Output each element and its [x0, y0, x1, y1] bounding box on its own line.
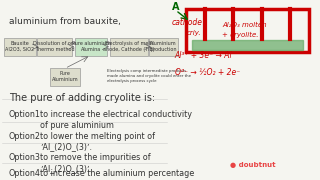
Text: criy.: criy.	[187, 30, 201, 36]
Text: Electrolysis of melt:
anode, Cathode (TiB): Electrolysis of melt: anode, Cathode (Ti…	[103, 41, 155, 52]
Text: to lower the melting point of
ʼAl_(2)O_(3)ʼ.: to lower the melting point of ʼAl_(2)O_(…	[40, 132, 155, 151]
FancyBboxPatch shape	[149, 38, 178, 56]
Text: Dissolution of ore
Thermo method: Dissolution of ore Thermo method	[33, 41, 76, 52]
Text: Aluminium
production: Aluminium production	[150, 41, 177, 52]
Text: to increase the electrical conductivity
of pure aluminium: to increase the electrical conductivity …	[40, 110, 192, 129]
Text: to remove the impurities of
ʼAl_(2)O_(3)ʼ.: to remove the impurities of ʼAl_(2)O_(3)…	[40, 153, 151, 173]
Text: O²⁻ → ½O₂ + 2e⁻: O²⁻ → ½O₂ + 2e⁻	[175, 68, 240, 77]
Text: Option4: Option4	[9, 169, 41, 178]
Text: + cryolite.: + cryolite.	[222, 32, 259, 38]
FancyBboxPatch shape	[110, 38, 148, 56]
Text: Option1: Option1	[9, 110, 41, 119]
FancyBboxPatch shape	[37, 38, 72, 56]
FancyBboxPatch shape	[4, 38, 36, 56]
Text: aluminium from bauxite,: aluminium from bauxite,	[9, 17, 121, 26]
Polygon shape	[192, 40, 303, 50]
Text: A: A	[172, 2, 179, 12]
FancyBboxPatch shape	[50, 68, 80, 86]
Text: The pure of adding cryolite is:: The pure of adding cryolite is:	[9, 93, 155, 103]
Text: Electrolysis comp intermediate products
made alumina and cryolite could enter th: Electrolysis comp intermediate products …	[107, 69, 191, 82]
Text: Al³⁺ + 3e⁻ → Al: Al³⁺ + 3e⁻ → Al	[175, 51, 232, 60]
Text: ● doubtnut: ● doubtnut	[230, 162, 276, 168]
Text: Pure
Aluminium: Pure Aluminium	[52, 71, 78, 82]
Text: Bauxite
Al2O3, SiO2: Bauxite Al2O3, SiO2	[5, 41, 34, 52]
Text: Option3: Option3	[9, 153, 41, 162]
Text: Pure aluminium
Alumina: Pure aluminium Alumina	[72, 41, 110, 52]
Text: cathode: cathode	[172, 18, 203, 27]
Text: to increase the aluminium percentage: to increase the aluminium percentage	[40, 169, 195, 178]
FancyBboxPatch shape	[75, 38, 107, 56]
Text: Option2: Option2	[9, 132, 41, 141]
Text: Al₂O₃ molten: Al₂O₃ molten	[222, 22, 267, 28]
